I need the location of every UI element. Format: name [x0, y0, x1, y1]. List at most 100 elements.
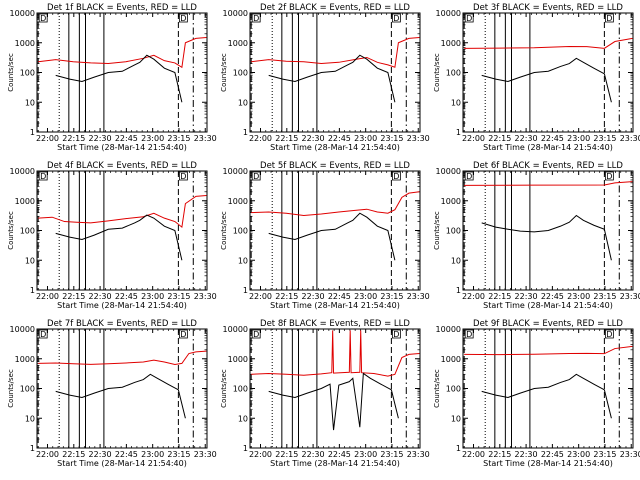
- x-tick-label: 23:15: [167, 292, 190, 301]
- y-tick-label: 10: [25, 414, 35, 423]
- x-tick-label: 23:00: [354, 450, 377, 459]
- marker-box: [178, 329, 188, 339]
- marker-box: [251, 329, 261, 339]
- y-tick-label: 10000: [436, 325, 461, 334]
- events-series-line: [268, 212, 396, 261]
- plot-frame: [36, 328, 208, 449]
- y-tick-label: 100: [446, 385, 461, 394]
- panel-det-6: Det 6f BLACK = Events, RED = LLD 1 10 100 10…: [433, 161, 640, 310]
- marker-box: [604, 329, 614, 339]
- marker-box: [604, 171, 614, 181]
- x-tick-label: 22:45: [328, 292, 351, 301]
- x-tick-label: 22:15: [488, 450, 511, 459]
- y-tick-label: 100: [20, 385, 35, 394]
- x-tick-label: 23:00: [567, 292, 590, 301]
- x-tick-label: 22:15: [275, 134, 298, 143]
- x-tick-label: 22:45: [541, 450, 564, 459]
- y-tick-label: 1000: [441, 355, 461, 364]
- x-tick-label: 22:30: [515, 292, 538, 301]
- events-series-line: [268, 54, 396, 103]
- marker-label: D: [466, 172, 472, 181]
- y-tick-label: 100: [20, 227, 35, 236]
- x-tick-label: 22:30: [89, 450, 112, 459]
- marker-box: [178, 13, 188, 23]
- x-tick-label: 22:30: [515, 134, 538, 143]
- x-tick-label: 23:00: [141, 450, 164, 459]
- y-tick-label: 1000: [15, 197, 35, 206]
- y-axis-label: Counts/sec: [220, 369, 228, 408]
- panel-title: Det 2f BLACK = Events, RED = LLD: [260, 3, 410, 13]
- x-tick-label: 22:15: [488, 292, 511, 301]
- y-tick-label: 1: [456, 444, 461, 453]
- x-tick-label: 23:00: [567, 450, 590, 459]
- marker-box: [38, 13, 48, 23]
- x-tick-label: 22:00: [36, 134, 59, 143]
- x-tick-label: 22:15: [275, 450, 298, 459]
- marker-label: D: [180, 172, 186, 181]
- panel-title: Det 7f BLACK = Events, RED = LLD: [47, 319, 197, 329]
- y-tick-label: 1: [456, 128, 461, 137]
- events-series-line: [55, 214, 183, 261]
- x-tick-label: 23:30: [194, 450, 217, 459]
- marker-label: D: [253, 14, 259, 23]
- x-tick-label: 22:30: [89, 134, 112, 143]
- y-tick-label: 1000: [228, 355, 248, 364]
- x-tick-label: 23:00: [141, 292, 164, 301]
- x-tick-label: 22:00: [462, 134, 485, 143]
- x-tick-label: 23:15: [380, 292, 403, 301]
- events-series-line: [481, 57, 612, 103]
- lld-series-line: [464, 37, 633, 49]
- x-tick-label: 23:00: [354, 292, 377, 301]
- marker-label: D: [253, 330, 259, 339]
- x-tick-label: 22:00: [36, 450, 59, 459]
- x-tick-label: 22:30: [302, 450, 325, 459]
- x-tick-label: 23:15: [593, 292, 616, 301]
- marker-label: D: [606, 172, 612, 181]
- y-tick-label: 1: [243, 286, 248, 295]
- y-tick-label: 1000: [228, 39, 248, 48]
- plot-frame: [462, 328, 634, 449]
- plot-frame: [249, 328, 421, 449]
- x-tick-label: 22:30: [515, 450, 538, 459]
- y-axis-label: Counts/sec: [7, 211, 15, 250]
- y-tick-label: 10: [238, 414, 248, 423]
- y-tick-label: 10000: [223, 325, 248, 334]
- lld-series-line: [251, 330, 420, 377]
- x-tick-label: 23:30: [194, 292, 217, 301]
- lld-series-line: [251, 191, 420, 216]
- y-tick-label: 100: [233, 69, 248, 78]
- marker-label: D: [40, 14, 46, 23]
- marker-label: D: [606, 330, 612, 339]
- x-tick-label: 23:00: [567, 134, 590, 143]
- y-tick-label: 1000: [15, 39, 35, 48]
- x-tick-label: 23:15: [380, 134, 403, 143]
- plot-frame: [249, 170, 421, 291]
- y-tick-label: 1000: [441, 197, 461, 206]
- marker-box: [391, 13, 401, 23]
- x-tick-label: 22:00: [249, 292, 272, 301]
- marker-box: [251, 13, 261, 23]
- x-axis-label: Start Time (28-Mar-14 21:54:40): [57, 301, 187, 310]
- plot-frame: [249, 12, 421, 133]
- panel-title: Det 4f BLACK = Events, RED = LLD: [47, 161, 197, 171]
- y-axis-label: Counts/sec: [220, 53, 228, 92]
- x-tick-label: 23:15: [167, 450, 190, 459]
- y-tick-label: 1: [30, 444, 35, 453]
- y-tick-label: 10000: [10, 325, 35, 334]
- events-series-line: [55, 54, 183, 103]
- marker-label: D: [393, 172, 399, 181]
- marker-label: D: [180, 14, 186, 23]
- y-tick-label: 100: [233, 385, 248, 394]
- panel-det-9: Det 9f BLACK = Events, RED = LLD 1 10 100 10…: [433, 319, 640, 468]
- marker-label: D: [393, 330, 399, 339]
- x-tick-label: 23:00: [354, 134, 377, 143]
- plot-frame: [36, 170, 208, 291]
- x-tick-label: 23:30: [620, 134, 640, 143]
- y-tick-label: 100: [20, 69, 35, 78]
- x-tick-label: 23:00: [141, 134, 164, 143]
- panel-title: Det 3f BLACK = Events, RED = LLD: [473, 3, 623, 13]
- x-tick-label: 22:45: [541, 134, 564, 143]
- x-tick-label: 22:15: [62, 292, 85, 301]
